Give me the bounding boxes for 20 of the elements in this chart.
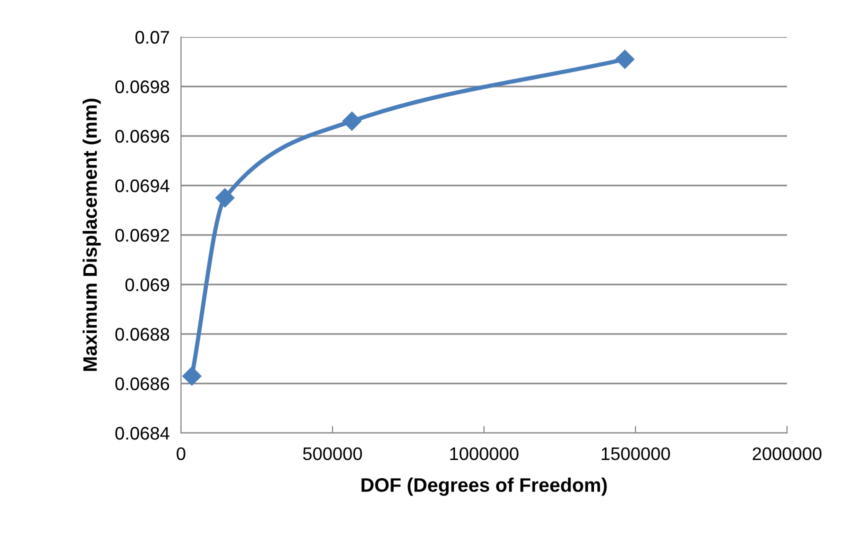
y-tick-label: 0.07 [135, 30, 169, 44]
y-axis-title: Maximum Displacement (mm) [82, 98, 101, 371]
point [342, 112, 362, 131]
y-tick-label: 0.0686 [115, 377, 170, 390]
y-tick-label: 0.0684 [115, 426, 170, 440]
y-tick-label: 0.069 [125, 278, 170, 292]
x-tick-label: 0 [176, 447, 186, 460]
x-tick-label: 1000000 [450, 447, 518, 460]
point [215, 188, 234, 208]
x-tick-label: 2000000 [752, 447, 822, 460]
y-tick-label: 0.0694 [115, 179, 170, 192]
x-tick-label: 500000 [303, 447, 362, 460]
y-tick-label: 0.0698 [115, 80, 170, 94]
y-tick-label: 0.0696 [115, 130, 170, 143]
x-tick-label: 1500000 [602, 447, 670, 460]
x-axis-title: DOF (Degrees of Freedom) [362, 478, 607, 496]
point [182, 366, 202, 386]
y-tick-label: 0.0692 [115, 228, 169, 242]
point [615, 50, 634, 69]
y-tick-label: 0.0688 [115, 328, 170, 341]
